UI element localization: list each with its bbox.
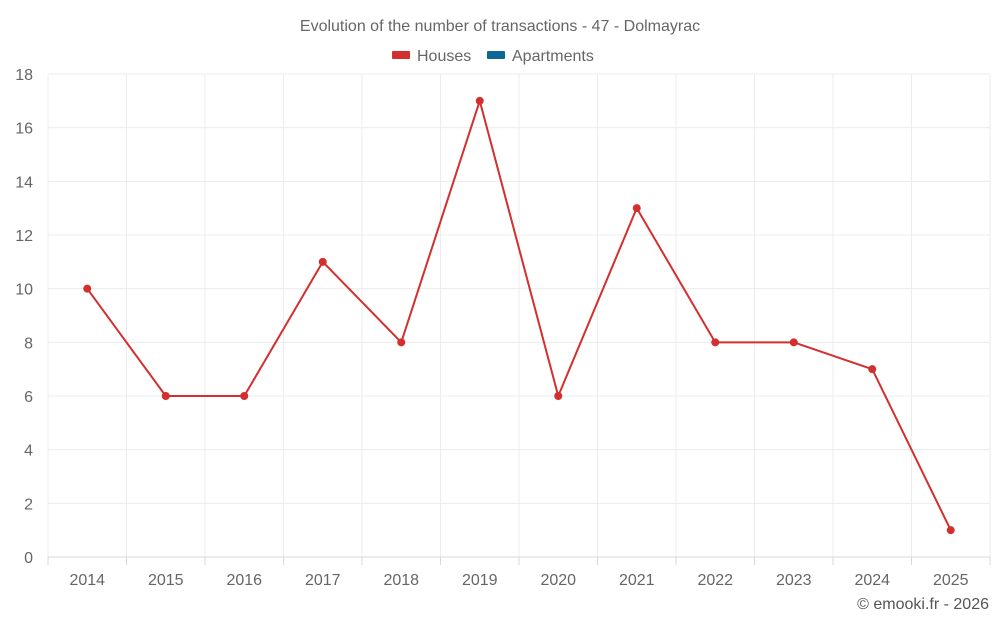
data-point-houses[interactable] [161,392,170,400]
y-tick-label: 6 [24,389,33,406]
y-tick-label: 2 [24,496,33,513]
data-point-houses[interactable] [868,365,877,374]
x-tick-label: 2018 [383,572,419,589]
axes: 0 2 4 6 8 10 12 14 16 18 2014 2015 2016 2017 2018 2019 2… [15,67,991,589]
x-tick-label: 2024 [854,572,890,589]
series [83,96,955,535]
data-point-houses[interactable] [789,338,798,347]
x-tick-label: 2025 [933,572,969,589]
y-tick-label: 14 [15,174,33,191]
y-tick-label: 4 [24,443,33,460]
legend-item-apartments[interactable]: Apartments [487,48,594,65]
data-point-houses[interactable] [475,96,484,105]
series-line-houses [86,99,952,531]
legend-swatch-houses [392,51,410,59]
data-point-houses[interactable] [946,526,955,535]
credit-text: © emooki.fr - 2026 [857,596,989,613]
y-tick-label: 18 [15,67,33,84]
data-point-houses[interactable] [632,204,641,213]
data-point-houses[interactable] [711,338,720,347]
data-point-houses[interactable] [318,257,327,266]
legend-swatch-apartments [487,51,505,59]
y-tick-label: 0 [24,550,33,567]
data-point-houses[interactable] [397,338,406,347]
data-point-houses[interactable] [554,392,563,400]
x-tick-label: 2016 [226,572,262,589]
y-tick-label: 16 [15,121,33,138]
x-tick-label: 2014 [69,572,105,589]
data-point-houses[interactable] [83,284,92,293]
y-tick-label: 10 [15,282,33,299]
y-tick-label: 12 [15,228,33,245]
legend-label-apartments: Apartments [512,48,594,65]
legend: Houses Apartments [392,48,594,65]
y-tick-label: 8 [24,335,33,352]
chart-title: Evolution of the number of transactions … [300,18,700,35]
legend-label-houses: Houses [417,48,471,65]
x-tick-label: 2015 [148,572,184,589]
legend-item-houses[interactable]: Houses [392,48,471,65]
grid [47,73,991,557]
x-tick-label: 2022 [697,572,733,589]
data-point-houses[interactable] [240,392,249,400]
x-tick-label: 2020 [540,572,576,589]
x-tick-label: 2019 [462,572,498,589]
x-tick-label: 2021 [619,572,655,589]
x-tick-label: 2023 [776,572,812,589]
x-tick-label: 2017 [305,572,341,589]
